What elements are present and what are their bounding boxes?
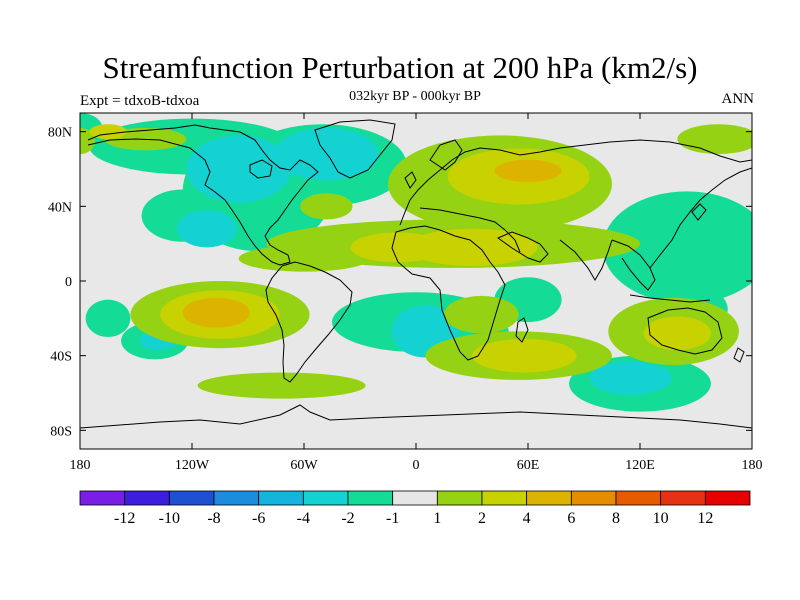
south-america-coast [265, 261, 353, 383]
colorbar-swatch [347, 490, 394, 506]
contour-region-25 [238, 245, 370, 272]
east-asia-coast [649, 167, 752, 269]
greenland-coast [314, 119, 396, 179]
contour-region-10 [85, 299, 131, 338]
colorbar: -12 -10 -8 -6 -4 -2 -1 1 2 4 6 8 10 12 [79, 490, 751, 527]
contour-region-29 [197, 372, 366, 399]
contour-region-13 [186, 135, 291, 203]
colorbar-swatch [258, 490, 304, 506]
contour-region-21 [300, 193, 353, 220]
uk-coast [404, 171, 417, 189]
x-tick-label: 120W [175, 458, 210, 473]
y-tick-label: 80S [50, 424, 72, 439]
australia-coast [647, 307, 723, 355]
north-america-coast [87, 124, 319, 266]
contour-region-30 [444, 295, 519, 334]
colorbar-label: 6 [567, 510, 575, 527]
japan-coast [691, 203, 707, 221]
contour-region-38 [494, 159, 562, 183]
contour-region-15 [177, 210, 237, 248]
x-tick-label: 0 [413, 458, 420, 473]
colorbar-label: 2 [478, 510, 486, 527]
hudson-bay-coast [249, 159, 273, 179]
x-tick-label: 60W [290, 458, 318, 473]
y-tick-label: 0 [65, 275, 72, 290]
colorbar-label: 8 [612, 510, 620, 527]
colorbar-swatch [168, 490, 215, 506]
colorbar-swatch [124, 490, 170, 506]
madagascar-coast [515, 317, 529, 343]
europe-africa-coast [391, 225, 506, 361]
x-tick-label: 180 [742, 458, 763, 473]
iberia-med-coast [419, 207, 521, 253]
se-asia-coast [611, 239, 656, 291]
colorbar-label: 4 [523, 510, 531, 527]
contour-region-39 [182, 297, 250, 328]
contour-region-36 [643, 316, 711, 351]
indonesia-coast [629, 294, 711, 303]
contour-region-5 [602, 191, 752, 304]
colorbar-swatch [660, 490, 706, 506]
map-subtitle: 032kyr BP - 000kyr BP [349, 89, 481, 104]
colorbar-swatch [79, 490, 126, 506]
colorbar-label: -8 [207, 510, 220, 527]
colorbar-swatch [302, 490, 349, 506]
colorbar-swatch [436, 490, 483, 506]
axis-layer: 180 120W 60W 0 60E 120E 180 80N 40N 0 40S 80S [48, 113, 763, 473]
colorbar-label: -12 [114, 510, 135, 527]
colorbar-label: -1 [386, 510, 399, 527]
experiment-label: Expt = tdxoB-tdxoa [80, 93, 200, 109]
colorbar-label: 1 [433, 510, 441, 527]
colorbar-label: -6 [252, 510, 265, 527]
scandinavia-coast [429, 139, 463, 171]
contour-region-33 [350, 232, 445, 263]
colorbar-label: 10 [653, 510, 669, 527]
colorbar-label: -2 [341, 510, 354, 527]
contour-region-35 [472, 338, 577, 373]
colorbar-swatch [570, 490, 617, 506]
y-tick-label: 40S [50, 350, 72, 365]
colorbar-swatch [481, 490, 528, 506]
y-tick-label: 80N [48, 126, 72, 141]
coastlines [80, 119, 752, 429]
colorbar-swatch [704, 490, 751, 506]
y-tick-label: 40N [48, 200, 72, 215]
antarctica-coast [80, 404, 752, 429]
contour-region-24 [677, 124, 752, 155]
arabia-coast [496, 231, 549, 263]
contour-layer [80, 113, 752, 412]
contour-region-32 [406, 228, 538, 267]
colorbar-label: -4 [297, 510, 310, 527]
colorbar-swatch [392, 490, 438, 506]
season-label: ANN [721, 91, 755, 107]
europe-coast [399, 139, 752, 226]
colorbar-swatch [615, 490, 662, 506]
colorbar-swatch [213, 490, 260, 506]
colorbar-label: 12 [697, 510, 713, 527]
india-coast [559, 239, 613, 281]
colorbar-swatch [526, 490, 572, 506]
new-zealand-coast [733, 347, 745, 363]
contour-region-17 [589, 361, 672, 395]
x-tick-label: 180 [70, 458, 91, 473]
colorbar-label: -10 [159, 510, 180, 527]
x-tick-label: 60E [517, 458, 540, 473]
x-tick-label: 120E [625, 458, 655, 473]
map-title: Streamfunction Perturbation at 200 hPa (… [102, 50, 698, 85]
